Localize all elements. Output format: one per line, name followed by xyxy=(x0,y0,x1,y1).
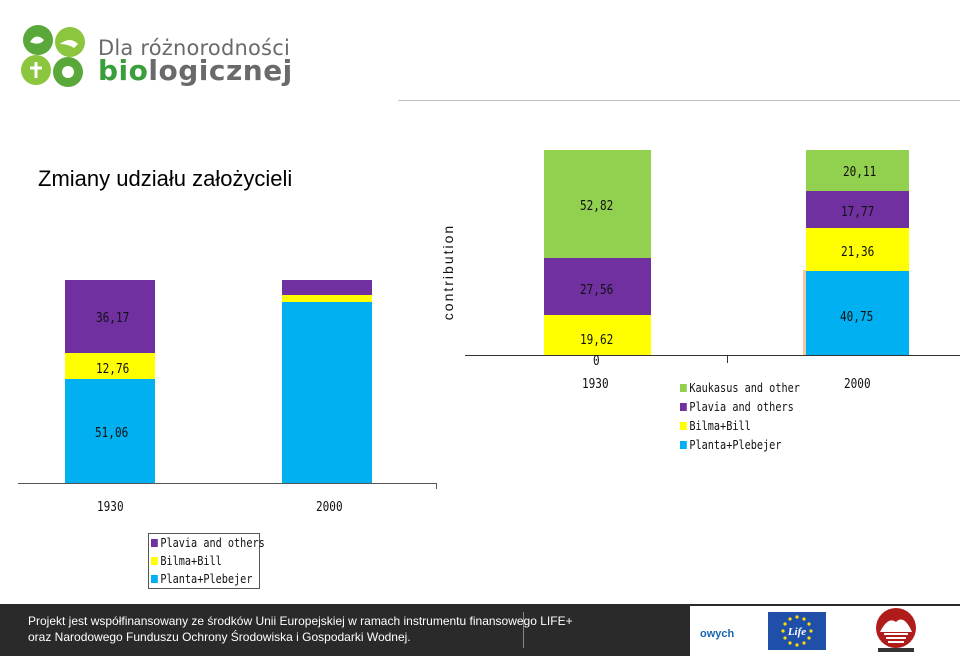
legend-right-label-planta: Planta+Plebejer xyxy=(689,438,782,452)
bar-segment-plavia-and-others-1930 xyxy=(544,258,651,315)
page-title: Zmiany udziału założycieli xyxy=(38,166,293,191)
bar-segment-plavia-and-others-2000 xyxy=(806,191,909,228)
brand-line2: biologicznej xyxy=(98,54,293,87)
life-logo-text: Life xyxy=(787,626,806,638)
legend-swatch-purple xyxy=(680,403,687,411)
data-label-planta-plebejer-2000: 40,75 xyxy=(840,310,874,325)
legend-left-label-bilma: Bilma+Bill xyxy=(160,554,222,568)
legend-left-item-plavia: Plavia and others xyxy=(151,536,265,550)
legend-swatch-green xyxy=(680,384,687,392)
legend-left-label-planta: Planta+Plebejer xyxy=(160,572,253,586)
brand-line1: Dla różnorodności xyxy=(98,36,290,60)
legend-right: Kaukasus and other Plavia and others Bil… xyxy=(680,381,810,457)
bar-segment-plavia-and-others-1930 xyxy=(65,280,155,354)
bar-segment-plavia-and-others-2000 xyxy=(282,280,372,295)
bar-segment-planta-plebejer-2000 xyxy=(806,271,909,355)
data-label-plavia-and-others-2000: 17,77 xyxy=(841,205,875,220)
x-tick-label-1930: 1930 xyxy=(97,500,124,515)
legend-left-label-plavia: Plavia and others xyxy=(160,536,265,550)
legend-swatch-yellow xyxy=(151,557,158,565)
left-axis-tick xyxy=(436,483,437,489)
data-label-kaukasus-and-other-2000: 20,11 xyxy=(843,165,877,180)
legend-right-item-plavia: Plavia and others xyxy=(680,400,794,414)
legend-swatch-blue xyxy=(151,575,158,583)
legend-left: Plavia and others Bilma+Bill Planta+Pleb… xyxy=(148,533,265,589)
eu-life-logo-icon: Life xyxy=(768,612,826,650)
footer-partial-text: owych xyxy=(700,628,735,640)
legend-right-label-plavia: Plavia and others xyxy=(689,400,794,414)
bar-segment-planta-plebejer-2000 xyxy=(282,301,372,483)
legend-right-label-bilma: Bilma+Bill xyxy=(689,419,751,433)
legend-right-item-bilma: Bilma+Bill xyxy=(680,419,751,433)
legend-right-label-kaukasus: Kaukasus and other xyxy=(689,381,800,395)
brand-logo xyxy=(18,22,94,92)
left-axis-line xyxy=(18,483,436,484)
x-tick-label-1930: 1930 xyxy=(582,377,609,392)
y-axis-label: contribution xyxy=(440,223,456,321)
legend-swatch-blue xyxy=(680,441,687,449)
partner-logo-icon xyxy=(876,608,916,652)
brand-bio: bio xyxy=(98,54,149,87)
bar-segment-bilma-bill-1930 xyxy=(65,353,155,380)
bar-segment-bilma-bill-2000 xyxy=(806,227,909,272)
brand-rest: logicznej xyxy=(148,54,293,87)
x-tick-label-2000: 2000 xyxy=(316,500,343,515)
data-label-bilma-bill-1930: 19,62 xyxy=(580,333,614,348)
bar-segment-planta-plebejer-1930 xyxy=(65,379,155,483)
right-axis-line xyxy=(465,355,960,356)
nature-logo-icon xyxy=(21,25,85,87)
data-label-planta-plebejer-1930: 51,06 xyxy=(95,426,129,441)
legend-swatch-yellow xyxy=(680,422,687,430)
partner-logo xyxy=(874,606,918,654)
bar-segment-bilma-bill-2000 xyxy=(282,294,372,302)
bar-segment-kaukasus-and-other-1930 xyxy=(544,150,651,259)
bar-segment-kaukasus-and-other-2000 xyxy=(806,150,909,192)
data-label-bilma-bill-1930: 12,76 xyxy=(96,362,130,377)
data-label-plavia-and-others-1930: 36,17 xyxy=(96,311,130,326)
legend-left-item-bilma: Bilma+Bill xyxy=(151,554,222,568)
bar-segment-bilma-bill-1930 xyxy=(544,314,651,355)
x-tick-label-2000: 2000 xyxy=(844,377,871,392)
footer-line2: oraz Narodowego Funduszu Ochrony Środowi… xyxy=(28,630,411,644)
legend-left-item-planta: Planta+Plebejer xyxy=(151,572,252,586)
data-label-planta-plebejer-1930: 0 xyxy=(593,354,600,369)
footer-divider xyxy=(523,612,524,648)
eu-life-logo: Life xyxy=(768,612,826,650)
legend-right-item-kaukasus: Kaukasus and other xyxy=(680,381,800,395)
legend-right-item-planta: Planta+Plebejer xyxy=(680,438,781,452)
header-divider xyxy=(398,100,960,101)
data-label-kaukasus-and-other-1930: 52,82 xyxy=(580,199,614,214)
legend-swatch-purple xyxy=(151,539,158,547)
data-label-bilma-bill-2000: 21,36 xyxy=(841,245,875,260)
right-axis-tick xyxy=(727,355,728,363)
footer-line1: Projekt jest współfinansowany ze środków… xyxy=(28,614,573,628)
data-label-plavia-and-others-1930: 27,56 xyxy=(580,283,614,298)
